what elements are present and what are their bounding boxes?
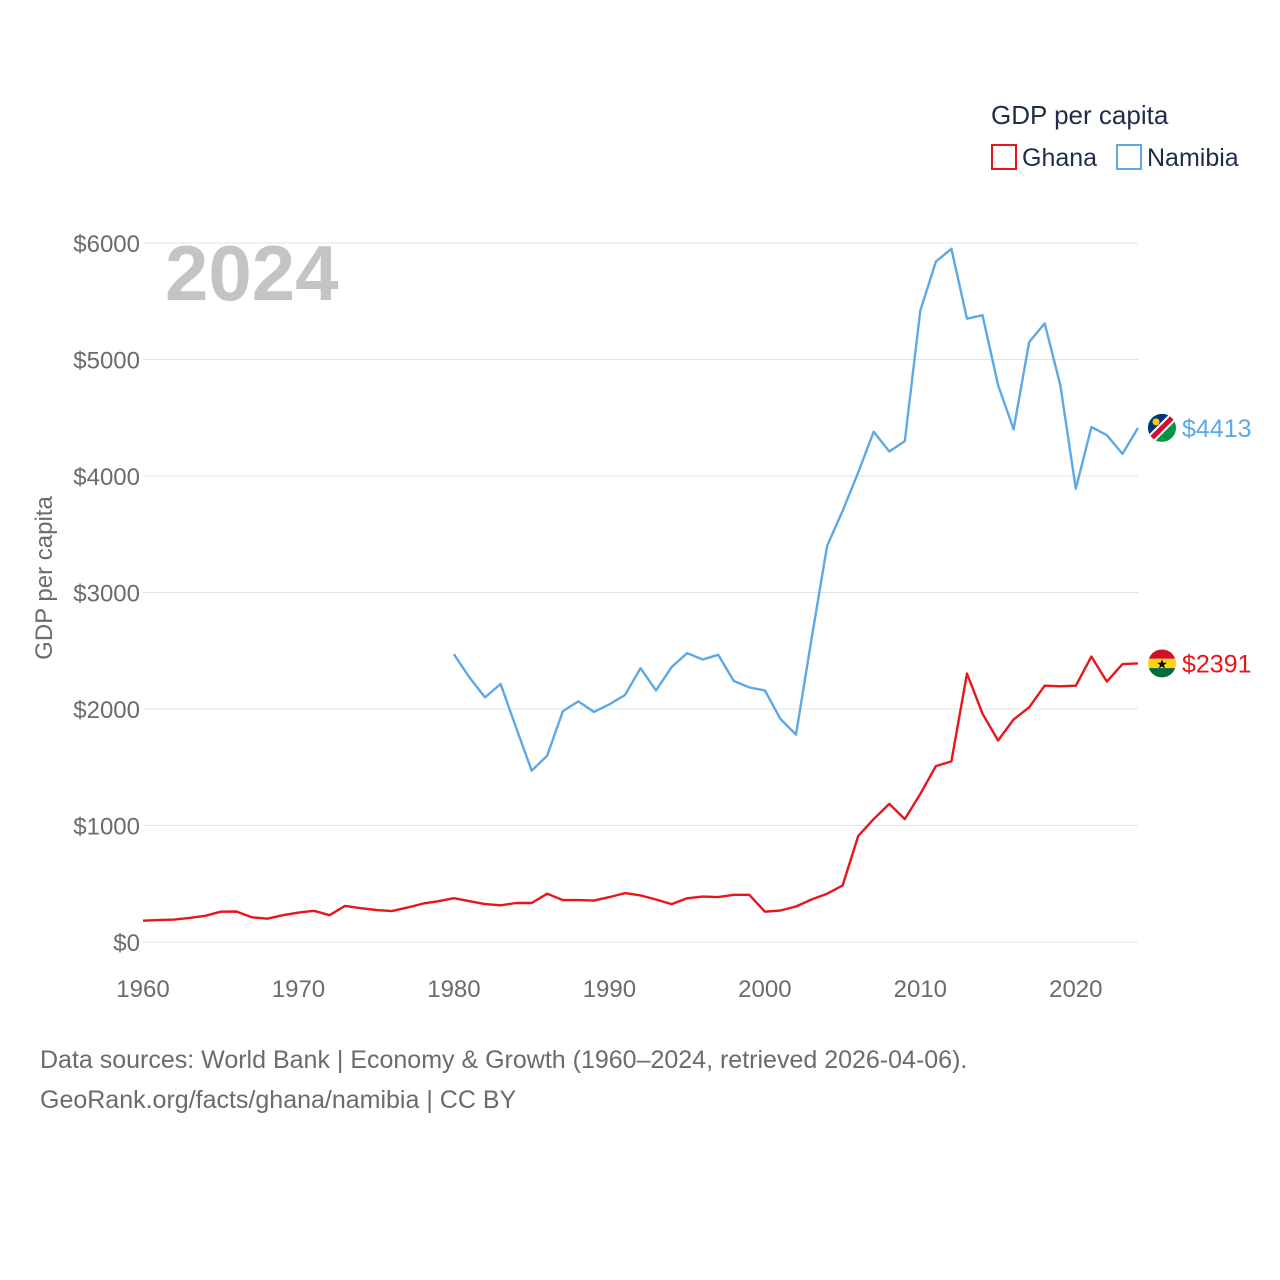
end-label-ghana: $2391 <box>1182 650 1252 678</box>
y-tick-label: $4000 <box>73 464 140 491</box>
series-line-namibia <box>452 247 1140 772</box>
gridlines <box>143 242 1138 943</box>
y-tick-label: $2000 <box>73 697 140 724</box>
y-axis: $0 $1000 $2000 $3000 $4000 $5000 $6000 <box>73 231 140 957</box>
footer-link: GeoRank.org/facts/ghana/namibia | CC BY <box>40 1086 517 1114</box>
footer: Data sources: World Bank | Economy & Gro… <box>40 1040 1240 1120</box>
end-markers: ★ $2391 $4413 <box>1148 413 1252 678</box>
x-tick-label: 2010 <box>894 976 947 1003</box>
footer-sources: Data sources: World Bank | Economy & Gro… <box>40 1046 968 1074</box>
x-tick-label: 1960 <box>116 976 169 1003</box>
namibia-flag-icon <box>1148 413 1176 442</box>
x-tick-label: 1980 <box>427 976 480 1003</box>
x-tick-label: 2000 <box>738 976 791 1003</box>
legend-label-namibia: Namibia <box>1147 144 1239 172</box>
y-tick-label: $6000 <box>73 231 140 258</box>
legend-title: GDP per capita <box>991 100 1169 130</box>
ghana-flag-icon: ★ <box>1148 649 1176 678</box>
y-tick-label: $3000 <box>73 581 140 608</box>
y-tick-label: $0 <box>113 930 140 957</box>
legend-swatch-namibia <box>1116 144 1142 170</box>
legend: GDP per capita Ghana Namibia <box>991 100 1239 172</box>
series-line-ghana <box>142 655 1139 922</box>
svg-text:★: ★ <box>1156 656 1168 671</box>
end-label-namibia: $4413 <box>1182 415 1252 443</box>
legend-label-ghana: Ghana <box>1022 144 1097 172</box>
legend-swatch-ghana <box>991 144 1017 170</box>
y-tick-label: $1000 <box>73 814 140 841</box>
x-tick-label: 1990 <box>583 976 636 1003</box>
y-tick-label: $5000 <box>73 348 140 375</box>
x-axis: 1960 1970 1980 1990 2000 2010 2020 <box>116 976 1102 1003</box>
y-axis-title: GDP per capita <box>31 496 58 660</box>
x-tick-label: 1970 <box>272 976 325 1003</box>
series-layer <box>142 247 1140 922</box>
year-label: 2024 <box>165 229 339 317</box>
x-tick-label: 2020 <box>1049 976 1102 1003</box>
